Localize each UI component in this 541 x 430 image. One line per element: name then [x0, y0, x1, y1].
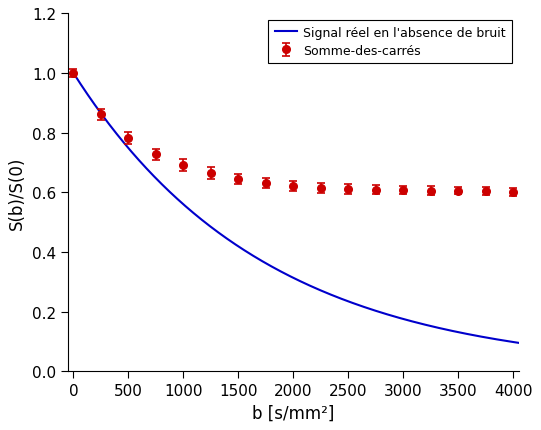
Line: Signal réel en l'absence de bruit: Signal réel en l'absence de bruit: [74, 74, 518, 343]
Signal réel en l'absence de bruit: [275, 268, 281, 273]
Signal réel en l'absence de bruit: [503, 338, 509, 344]
X-axis label: b [s/mm²]: b [s/mm²]: [252, 404, 334, 422]
Signal réel en l'absence de bruit: [421, 322, 427, 327]
Signal réel en l'absence de bruit: [70, 71, 77, 77]
Y-axis label: S(b)/S(0): S(b)/S(0): [8, 156, 27, 230]
Signal réel en l'absence de bruit: [502, 338, 509, 344]
Signal réel en l'absence de bruit: [515, 341, 522, 346]
Signal réel en l'absence de bruit: [287, 274, 293, 279]
Signal réel en l'absence de bruit: [93, 105, 100, 110]
Legend: Signal réel en l'absence de bruit, Somme-des-carrés: Signal réel en l'absence de bruit, Somme…: [268, 21, 512, 64]
